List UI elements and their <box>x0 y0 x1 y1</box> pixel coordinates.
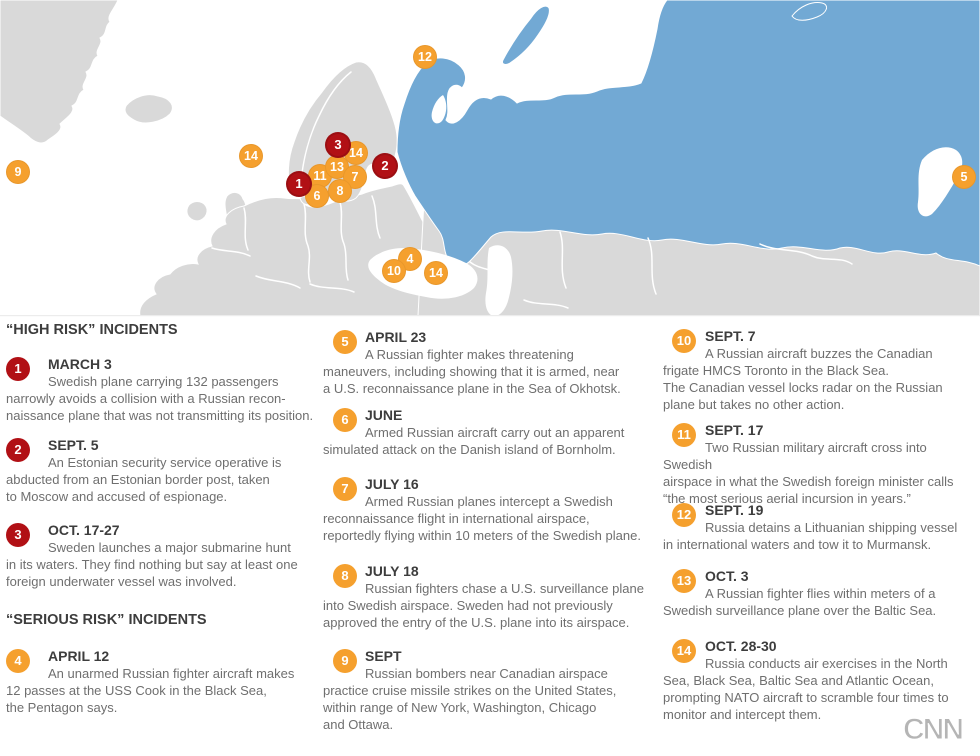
severnaya-zemlya-shape <box>791 2 828 21</box>
country-borders <box>211 71 853 309</box>
incident-number-badge: 5 <box>333 330 357 354</box>
incident-date: JUNE <box>365 407 403 423</box>
incident-body: Two Russian military aircraft cross into… <box>663 440 954 506</box>
incident-date: SEPT <box>365 648 402 664</box>
incident-body: Russian fighters chase a U.S. surveillan… <box>323 581 644 630</box>
incident-12: 12 SEPT. 19 Russia detains a Lithuanian … <box>663 502 979 553</box>
incident-date: OCT. 17-27 <box>48 522 120 538</box>
map-canvas <box>0 0 980 320</box>
map-marker-3[interactable]: 3 <box>325 132 351 158</box>
incident-date: SEPT. 19 <box>705 502 764 518</box>
incident-body: A Russian fighter flies within meters of… <box>663 586 937 618</box>
map-marker-5[interactable]: 5 <box>952 165 976 189</box>
map-marker-9[interactable]: 9 <box>6 160 30 184</box>
incident-body: Russian bombers near Canadian airspace p… <box>323 666 617 732</box>
incident-date: MARCH 3 <box>48 356 112 372</box>
incident-number-badge: 14 <box>672 639 696 663</box>
incident-date: JULY 18 <box>365 563 419 579</box>
incident-number-badge: 1 <box>6 357 30 381</box>
incident-number-badge: 9 <box>333 649 357 673</box>
europe-russia-map: 9 14 12 5 14 11 13 7 6 8 3 1 2 4 10 14 <box>0 0 980 320</box>
incident-8: 8 JULY 18 Russian fighters chase a U.S. … <box>323 563 659 631</box>
incident-number-badge: 8 <box>333 564 357 588</box>
incident-3: 3 OCT. 17-27 Sweden launches a major sub… <box>6 522 324 590</box>
incident-body: Sweden launches a major submarine hunt i… <box>6 540 298 589</box>
incident-7: 7 JULY 16 Armed Russian planes intercept… <box>323 476 659 544</box>
greenland-shape <box>0 0 119 144</box>
white-sea-shape <box>431 95 447 124</box>
incident-11: 11 SEPT. 17 Two Russian military aircraf… <box>663 422 979 507</box>
map-marker-1[interactable]: 1 <box>286 171 312 197</box>
incident-13: 13 OCT. 3 A Russian fighter flies within… <box>663 568 979 619</box>
incident-body: Armed Russian planes intercept a Swedish… <box>323 494 641 543</box>
incident-date: SEPT. 17 <box>705 422 764 438</box>
incident-body: Swedish plane carrying 132 passengers na… <box>6 374 314 423</box>
incident-body: Russia detains a Lithuanian shipping ves… <box>663 520 958 552</box>
map-marker-14-black-sea[interactable]: 14 <box>424 261 448 285</box>
cnn-logo-canvas: CNN CNN <box>902 712 964 746</box>
incident-number-badge: 6 <box>333 408 357 432</box>
ireland-shape <box>186 201 208 222</box>
incident-14: 14 OCT. 28-30 Russia conducts air exerci… <box>663 638 979 723</box>
incident-5: 5 APRIL 23 A Russian fighter makes threa… <box>323 329 659 397</box>
incident-date: SEPT. 5 <box>48 437 99 453</box>
map-marker-14-north-sea[interactable]: 14 <box>239 144 263 168</box>
incident-number-badge: 10 <box>672 329 696 353</box>
incident-date: OCT. 3 <box>705 568 749 584</box>
incident-number-badge: 4 <box>6 649 30 673</box>
incident-10: 10 SEPT. 7 A Russian aircraft buzzes the… <box>663 328 979 413</box>
incident-number-badge: 7 <box>333 477 357 501</box>
caspian-sea-shape <box>485 245 513 317</box>
cnn-logo-text-outline: CNN <box>903 713 962 746</box>
incident-1: 1 MARCH 3 Swedish plane carrying 132 pas… <box>6 356 324 424</box>
map-bottom-edge <box>0 315 980 317</box>
incident-body: A Russian aircraft buzzes the Canadian f… <box>663 346 943 412</box>
incident-6: 6 JUNE Armed Russian aircraft carry out … <box>323 407 659 458</box>
incident-date: APRIL 12 <box>48 648 110 664</box>
cnn-logo: CNN CNN <box>901 710 971 751</box>
incident-2: 2 SEPT. 5 An Estonian security service o… <box>6 437 324 505</box>
sea-of-okhotsk-shape <box>917 147 963 217</box>
incident-date: SEPT. 7 <box>705 328 756 344</box>
incident-number-badge: 2 <box>6 438 30 462</box>
iceland-shape <box>124 94 173 124</box>
serious-risk-heading: “SERIOUS RISK” INCIDENTS <box>6 612 207 628</box>
incident-date: APRIL 23 <box>365 329 427 345</box>
incident-4: 4 APRIL 12 An unarmed Russian fighter ai… <box>6 648 324 716</box>
novaya-zemlya-shape <box>502 5 550 65</box>
incident-date: OCT. 28-30 <box>705 638 777 654</box>
incident-body: A Russian fighter makes threatening mane… <box>323 347 621 396</box>
incident-body: Russia conducts air exercises in the Nor… <box>663 656 949 722</box>
map-marker-12[interactable]: 12 <box>413 45 437 69</box>
map-marker-13[interactable]: 13 <box>325 155 349 179</box>
incident-9: 9 SEPT Russian bombers near Canadian air… <box>323 648 659 733</box>
incident-body: An unarmed Russian fighter aircraft make… <box>6 666 295 715</box>
incident-date: JULY 16 <box>365 476 419 492</box>
incident-number-badge: 12 <box>672 503 696 527</box>
map-marker-10[interactable]: 10 <box>382 259 406 283</box>
high-risk-heading: “HIGH RISK” INCIDENTS <box>6 322 178 338</box>
incident-body: Armed Russian aircraft carry out an appa… <box>323 425 625 457</box>
incident-number-badge: 11 <box>672 423 696 447</box>
map-marker-2[interactable]: 2 <box>372 153 398 179</box>
incident-number-badge: 3 <box>6 523 30 547</box>
incident-body: An Estonian security service operative i… <box>6 455 282 504</box>
map-marker-8[interactable]: 8 <box>328 179 352 203</box>
incident-number-badge: 13 <box>672 569 696 593</box>
cnn-logo-text-fill: CNN <box>903 713 962 746</box>
